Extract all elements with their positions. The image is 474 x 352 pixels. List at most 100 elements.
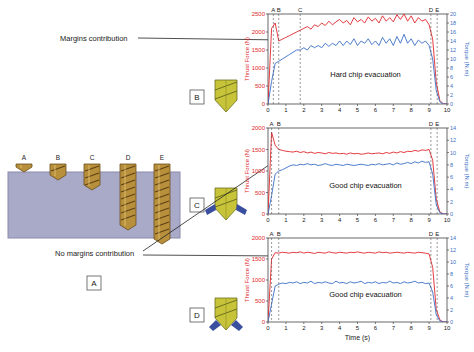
event-line bbox=[271, 128, 272, 214]
x-tick-label: 9 bbox=[427, 325, 431, 331]
y2-tick bbox=[447, 23, 449, 24]
x-tick bbox=[447, 214, 448, 216]
drill-flute bbox=[121, 166, 135, 171]
y2-tick bbox=[447, 152, 449, 153]
x-tick-label: 10 bbox=[444, 217, 451, 223]
data-line bbox=[268, 161, 447, 214]
panel-label-box bbox=[190, 90, 204, 104]
y2-tick-label: 10 bbox=[450, 56, 456, 62]
x-tick bbox=[321, 104, 322, 106]
annotation: Margins contribution bbox=[60, 34, 128, 43]
drill-label: D bbox=[126, 154, 131, 161]
series-group bbox=[268, 14, 447, 104]
annotation-arrow bbox=[143, 154, 285, 251]
y2-tick bbox=[447, 95, 449, 96]
y-tick-label: 1000 bbox=[252, 277, 266, 283]
drill bbox=[154, 164, 170, 244]
y-tick bbox=[266, 192, 268, 193]
drill-flute bbox=[121, 187, 135, 192]
y2-tick bbox=[447, 68, 449, 69]
y2-tick bbox=[447, 250, 449, 251]
y2-tick-label: 8 bbox=[450, 162, 453, 168]
data-line bbox=[268, 281, 447, 322]
y2-tick bbox=[447, 262, 449, 263]
x-tick bbox=[357, 322, 358, 324]
event-line bbox=[271, 238, 272, 322]
x-tick bbox=[375, 214, 376, 216]
x-tick bbox=[357, 214, 358, 216]
chart-annotation: Good chip evacuation bbox=[329, 181, 402, 190]
x-tick-label: 7 bbox=[392, 107, 396, 113]
event-label: A bbox=[270, 231, 274, 237]
x-tick bbox=[339, 104, 340, 106]
y2-tick bbox=[447, 238, 449, 239]
plot-frame bbox=[268, 128, 447, 214]
event-line bbox=[278, 128, 279, 214]
plot-frame bbox=[268, 14, 447, 104]
x-tick bbox=[321, 214, 322, 216]
x-tick bbox=[303, 214, 304, 216]
x-tick bbox=[375, 104, 376, 106]
y2-axis-label: Torque (N.m) bbox=[464, 41, 470, 76]
x-tick-label: 4 bbox=[338, 107, 342, 113]
event-line bbox=[278, 14, 279, 104]
y-tick bbox=[266, 259, 268, 260]
y-tick-label: 2000 bbox=[252, 125, 266, 131]
y2-tick bbox=[447, 189, 449, 190]
y2-tick-label: 0 bbox=[450, 211, 453, 217]
event-label: B bbox=[277, 7, 281, 13]
event-line bbox=[437, 14, 438, 104]
drill-flute bbox=[121, 180, 135, 185]
figure: ABCDEABCDMargins contributionNo margins … bbox=[0, 0, 474, 352]
x-tick-label: 10 bbox=[444, 325, 451, 331]
x-tick bbox=[411, 104, 412, 106]
margin-pad bbox=[231, 320, 243, 331]
margin-pad bbox=[236, 204, 247, 215]
event-line bbox=[300, 14, 301, 104]
y2-tick-label: 12 bbox=[450, 247, 456, 253]
drill-icon bbox=[215, 80, 237, 112]
x-tick bbox=[285, 214, 286, 216]
y2-tick-label: 16 bbox=[450, 29, 456, 35]
drill-flute bbox=[51, 166, 65, 171]
y-tick-label: 2000 bbox=[252, 29, 266, 35]
event-label: E bbox=[435, 231, 439, 237]
drill-highlight bbox=[125, 165, 126, 226]
drill-highlight bbox=[55, 165, 56, 176]
x-tick-label: 6 bbox=[374, 107, 378, 113]
series-group bbox=[268, 132, 447, 214]
series-group bbox=[268, 252, 447, 322]
data-line bbox=[268, 34, 447, 104]
drill-flute bbox=[155, 222, 169, 227]
x-tick-label: 3 bbox=[320, 217, 324, 223]
y2-tick-label: 4 bbox=[450, 186, 453, 192]
y-tick-label: 2000 bbox=[252, 235, 266, 241]
drill-flute bbox=[121, 215, 135, 220]
y2-tick-label: 12 bbox=[450, 137, 456, 143]
icon-body bbox=[215, 80, 237, 112]
x-tick-label: 0 bbox=[266, 107, 270, 113]
x-tick-label: 2 bbox=[302, 107, 306, 113]
x-tick bbox=[393, 214, 394, 216]
drill-flute bbox=[155, 201, 169, 206]
x-tick-label: 1 bbox=[284, 107, 288, 113]
y2-tick-label: 4 bbox=[450, 295, 453, 301]
panel-label: B bbox=[194, 93, 199, 102]
drill-highlight bbox=[21, 165, 22, 168]
drill-flute bbox=[85, 173, 99, 178]
y2-tick-label: 0 bbox=[450, 101, 453, 107]
x-tick-label: 7 bbox=[392, 217, 396, 223]
margin-pad bbox=[209, 320, 221, 331]
chart-annotation: Good chip evacuation bbox=[329, 290, 402, 299]
y2-tick-label: 2 bbox=[450, 92, 453, 98]
x-tick-label: 2 bbox=[302, 217, 306, 223]
event-label: E bbox=[435, 7, 439, 13]
icon-axis bbox=[226, 298, 227, 330]
event-label: A bbox=[270, 121, 274, 127]
panel-label-box bbox=[190, 308, 204, 322]
y2-axis-label: Torque (N.m) bbox=[464, 262, 470, 297]
annotation: No margins contribution bbox=[55, 249, 134, 258]
icon-axis bbox=[226, 188, 227, 220]
y-tick bbox=[266, 68, 268, 69]
y2-tick-label: 4 bbox=[450, 83, 453, 89]
